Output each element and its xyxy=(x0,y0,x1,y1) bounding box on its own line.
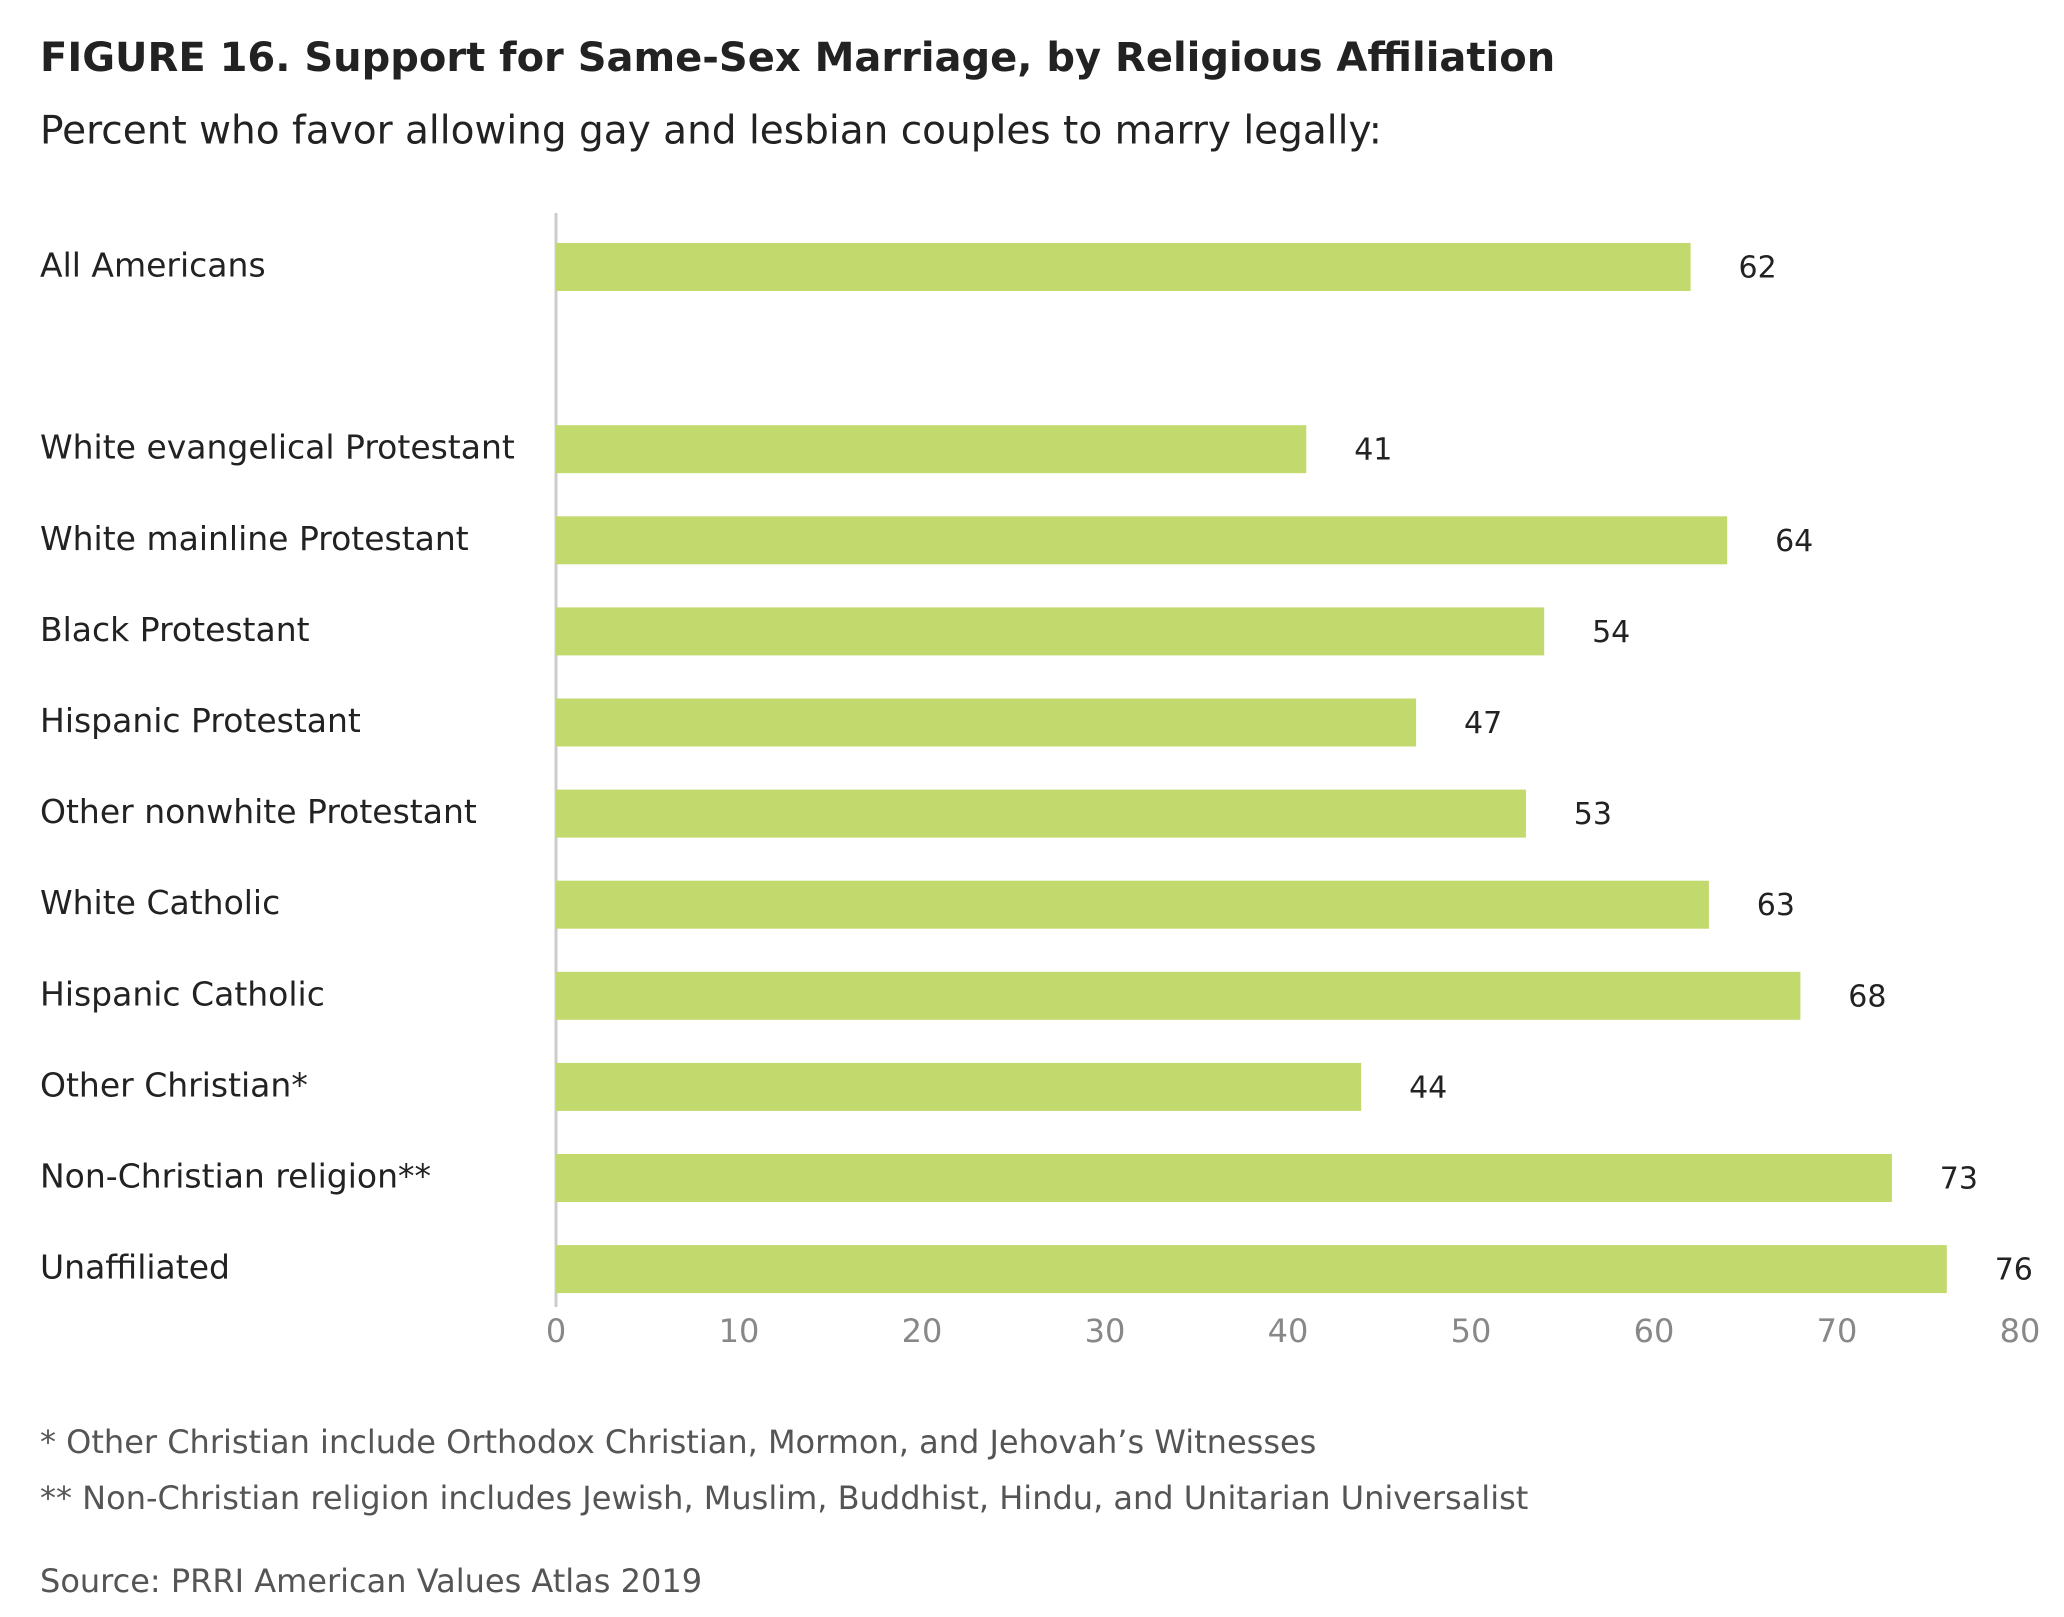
value-label: 54 xyxy=(1592,615,1630,650)
footnote: * Other Christian include Orthodox Chris… xyxy=(40,1423,1316,1461)
value-label: 73 xyxy=(1940,1162,1978,1197)
x-tick-label: 10 xyxy=(719,1312,760,1350)
bar xyxy=(556,971,1801,1020)
x-tick-label: 0 xyxy=(546,1312,566,1350)
x-tick-label: 60 xyxy=(1634,1312,1675,1350)
value-label: 44 xyxy=(1409,1070,1447,1105)
value-label: 64 xyxy=(1775,524,1813,559)
value-label: 68 xyxy=(1848,979,1886,1014)
value-label: 76 xyxy=(1995,1253,2033,1288)
x-tick-label: 30 xyxy=(1085,1312,1126,1350)
value-label: 53 xyxy=(1574,797,1612,832)
y-tick-label: Other Christian* xyxy=(40,1065,308,1104)
x-tick-label: 40 xyxy=(1268,1312,1309,1350)
value-label: 47 xyxy=(1464,706,1502,741)
y-tick-label: All Americans xyxy=(40,246,266,285)
bar xyxy=(556,698,1417,747)
source: Source: PRRI American Values Atlas 2019 xyxy=(40,1562,702,1600)
x-tick-label: 50 xyxy=(1451,1312,1492,1350)
value-label: 63 xyxy=(1757,888,1795,923)
bar xyxy=(556,789,1526,838)
y-tick-label: White Catholic xyxy=(40,883,280,922)
bar xyxy=(556,516,1728,565)
bar xyxy=(556,425,1307,474)
x-tick-label: 80 xyxy=(2000,1312,2041,1350)
chart-subtitle: Percent who favor allowing gay and lesbi… xyxy=(40,109,1382,154)
chart-title: FIGURE 16. Support for Same-Sex Marriage… xyxy=(40,35,1555,81)
footnote: ** Non-Christian religion includes Jewis… xyxy=(40,1479,1528,1517)
x-tick-label: 70 xyxy=(1817,1312,1858,1350)
y-tick-label: White evangelical Protestant xyxy=(40,428,515,467)
bar xyxy=(556,607,1545,656)
bar xyxy=(556,1062,1362,1111)
y-tick-label: Hispanic Protestant xyxy=(40,701,361,740)
y-tick-label: Other nonwhite Protestant xyxy=(40,792,477,831)
bar xyxy=(556,243,1691,291)
y-tick-label: Black Protestant xyxy=(40,610,310,649)
x-tick-label: 20 xyxy=(902,1312,943,1350)
y-tick-label: Hispanic Catholic xyxy=(40,974,325,1013)
y-tick-label: White mainline Protestant xyxy=(40,519,469,558)
bar xyxy=(556,1154,1892,1202)
value-label: 41 xyxy=(1354,433,1392,468)
value-label: 62 xyxy=(1739,251,1777,286)
y-tick-label: Non-Christian religion** xyxy=(40,1157,431,1196)
bar xyxy=(556,880,1709,929)
y-tick-label: Unaffiliated xyxy=(40,1248,230,1287)
bar xyxy=(556,1245,1947,1294)
